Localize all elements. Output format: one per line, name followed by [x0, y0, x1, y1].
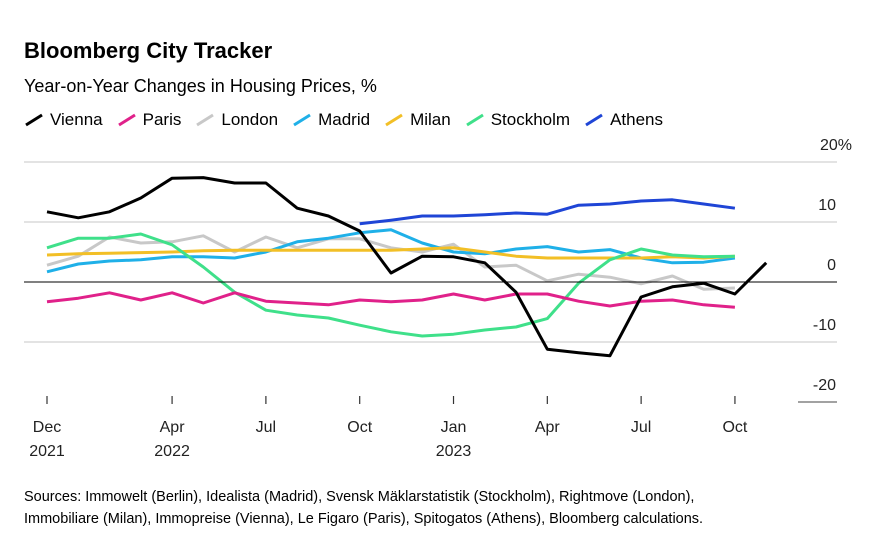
- x-tick-label: Jul: [631, 419, 651, 436]
- x-tick-label: Dec: [33, 419, 61, 436]
- y-tick-label: -20: [813, 377, 836, 394]
- chart-title: Bloomberg City Tracker: [24, 38, 273, 63]
- legend-label: Vienna: [50, 110, 103, 129]
- x-tick-year: 2022: [154, 443, 190, 460]
- x-tick-year: 2021: [29, 443, 65, 460]
- y-tick-label: 20%: [820, 137, 852, 154]
- sources-line-1: Sources: Immowelt (Berlin), Idealista (M…: [24, 489, 695, 505]
- legend-swatch-icon: [196, 113, 215, 127]
- x-tick-label: Oct: [722, 419, 747, 436]
- legend-swatch-icon: [585, 113, 603, 127]
- x-tick-label: Apr: [160, 419, 186, 436]
- legend-label: Milan: [410, 110, 451, 129]
- legend-item-milan: Milan: [384, 110, 451, 130]
- legend: Vienna Paris London Madrid Milan Stockholm Ath…: [24, 110, 677, 130]
- x-tick-label: Apr: [535, 419, 561, 436]
- series-line-athens: [359, 198, 736, 226]
- legend-item-vienna: Vienna: [24, 110, 103, 130]
- legend-item-paris: Paris: [117, 110, 182, 130]
- legend-label: London: [221, 110, 279, 129]
- sources-note: Sources: Immowelt (Berlin), Idealista (M…: [24, 486, 703, 530]
- x-tick-year: 2023: [436, 443, 472, 460]
- legend-label: Paris: [142, 110, 182, 129]
- legend-label: Athens: [610, 110, 664, 129]
- legend-swatch-icon: [25, 113, 43, 127]
- legend-item-madrid: Madrid: [292, 110, 370, 130]
- legend-item-athens: Athens: [584, 110, 663, 130]
- legend-swatch-icon: [465, 113, 484, 127]
- series-line-stockholm: [46, 232, 735, 338]
- y-tick-label: 0: [827, 257, 836, 274]
- x-tick-label: Jul: [256, 419, 276, 436]
- legend-label: Stockholm: [490, 110, 571, 129]
- y-tick-label: -10: [813, 317, 836, 334]
- y-tick-label: 10: [818, 197, 836, 214]
- legend-label: Madrid: [318, 110, 371, 129]
- legend-swatch-icon: [117, 113, 136, 127]
- line-chart: 20% 10 0 -10 -20 Dec 2021 Apr 2022 Jul Oct Jan 2023 A…: [24, 137, 852, 460]
- legend-item-stockholm: Stockholm: [465, 110, 570, 130]
- legend-item-london: London: [195, 110, 278, 130]
- legend-swatch-icon: [385, 113, 403, 127]
- series-line-london: [46, 234, 735, 291]
- chart-subtitle: Year-on-Year Changes in Housing Prices, …: [24, 76, 377, 96]
- series-line-milan: [46, 246, 735, 260]
- series-line-paris: [46, 291, 736, 309]
- series-line-vienna: [46, 176, 768, 358]
- legend-swatch-icon: [293, 113, 311, 127]
- series-line-madrid: [46, 228, 736, 274]
- x-tick-label: Oct: [347, 419, 372, 436]
- sources-line-2: Immobiliare (Milan), Immopreise (Vienna)…: [24, 511, 704, 527]
- x-tick-label: Jan: [441, 419, 467, 436]
